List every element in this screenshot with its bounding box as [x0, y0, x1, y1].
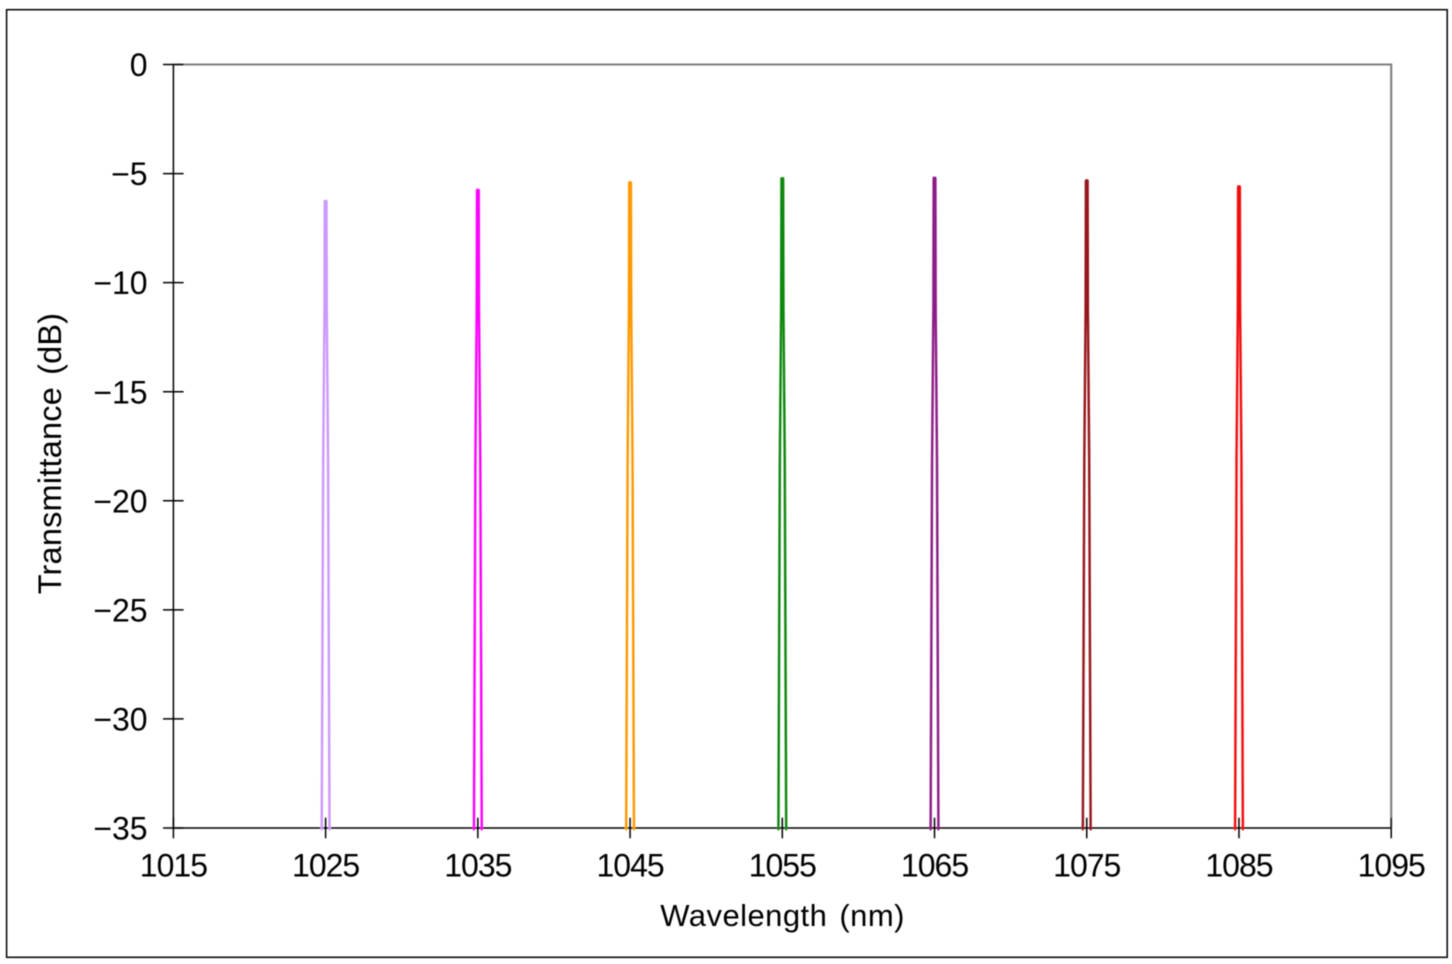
svg-text:1095: 1095 — [1358, 848, 1425, 884]
svg-text:1015: 1015 — [140, 848, 207, 884]
svg-text:−30: −30 — [93, 702, 147, 738]
svg-text:Wavelength (nm): Wavelength (nm) — [660, 898, 905, 933]
svg-text:−10: −10 — [93, 265, 147, 301]
svg-text:−20: −20 — [93, 483, 147, 519]
svg-text:1065: 1065 — [901, 848, 968, 884]
svg-text:1025: 1025 — [292, 848, 359, 884]
svg-text:−25: −25 — [93, 592, 147, 628]
svg-text:1075: 1075 — [1053, 848, 1120, 884]
svg-text:−5: −5 — [111, 156, 147, 192]
svg-text:−15: −15 — [93, 374, 147, 410]
svg-text:1085: 1085 — [1205, 848, 1272, 884]
svg-text:1055: 1055 — [749, 848, 816, 884]
svg-text:Transmittance (dB): Transmittance (dB) — [32, 313, 68, 595]
svg-text:−35: −35 — [93, 811, 147, 847]
svg-text:1045: 1045 — [596, 848, 663, 884]
svg-text:1035: 1035 — [444, 848, 511, 884]
svg-text:0: 0 — [130, 47, 148, 83]
